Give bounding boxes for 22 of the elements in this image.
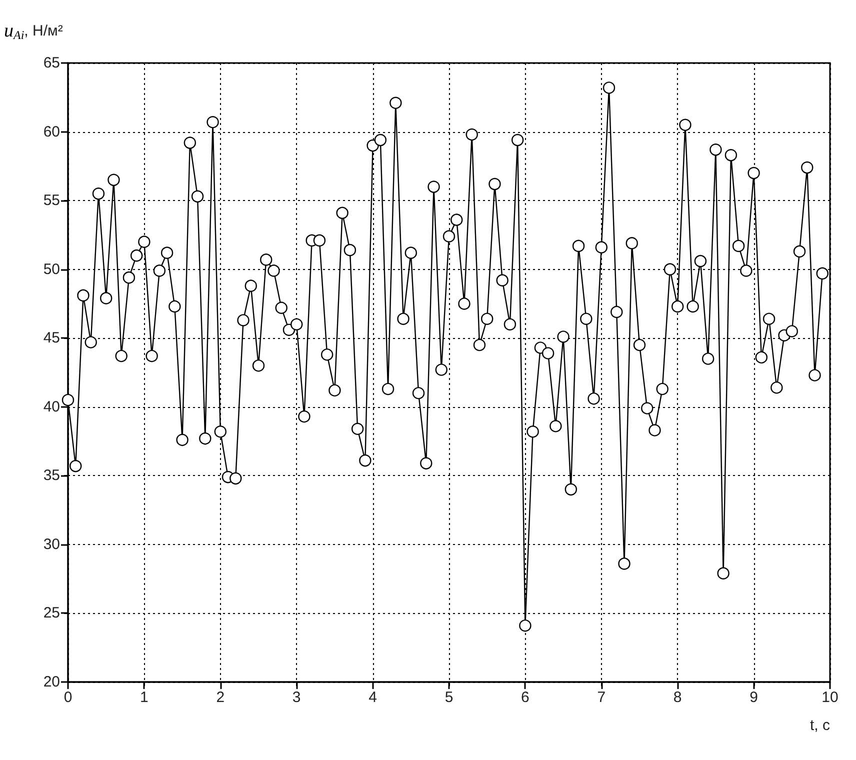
x-tick-label: 6: [521, 689, 530, 706]
y-tick-label: 45: [43, 330, 60, 347]
y-tick-label: 65: [43, 54, 60, 72]
y-tick-label: 20: [43, 674, 60, 690]
x-tick-label: 5: [444, 689, 454, 706]
x-tick-label: 3: [292, 689, 301, 706]
y-tick-label: 55: [43, 192, 60, 210]
y-tick-label: 40: [43, 398, 60, 416]
y-tick-label: 25: [43, 604, 60, 622]
x-tick-label: 8: [673, 689, 682, 706]
x-tick-label: 7: [597, 689, 606, 706]
x-axis-title: t, c: [810, 717, 830, 734]
y-tick-label: 35: [43, 467, 60, 484]
x-tick-label: 0: [64, 689, 72, 706]
x-tick-label: 9: [750, 689, 758, 706]
y-tick-label: 50: [43, 260, 60, 278]
x-tick-label: 4: [368, 689, 377, 706]
x-tick-label: 10: [822, 689, 838, 706]
x-tick-label: 1: [140, 689, 148, 706]
y-tick-label: 60: [43, 123, 60, 140]
x-tick-label: 2: [216, 689, 225, 706]
y-tick-label: 30: [43, 536, 60, 553]
